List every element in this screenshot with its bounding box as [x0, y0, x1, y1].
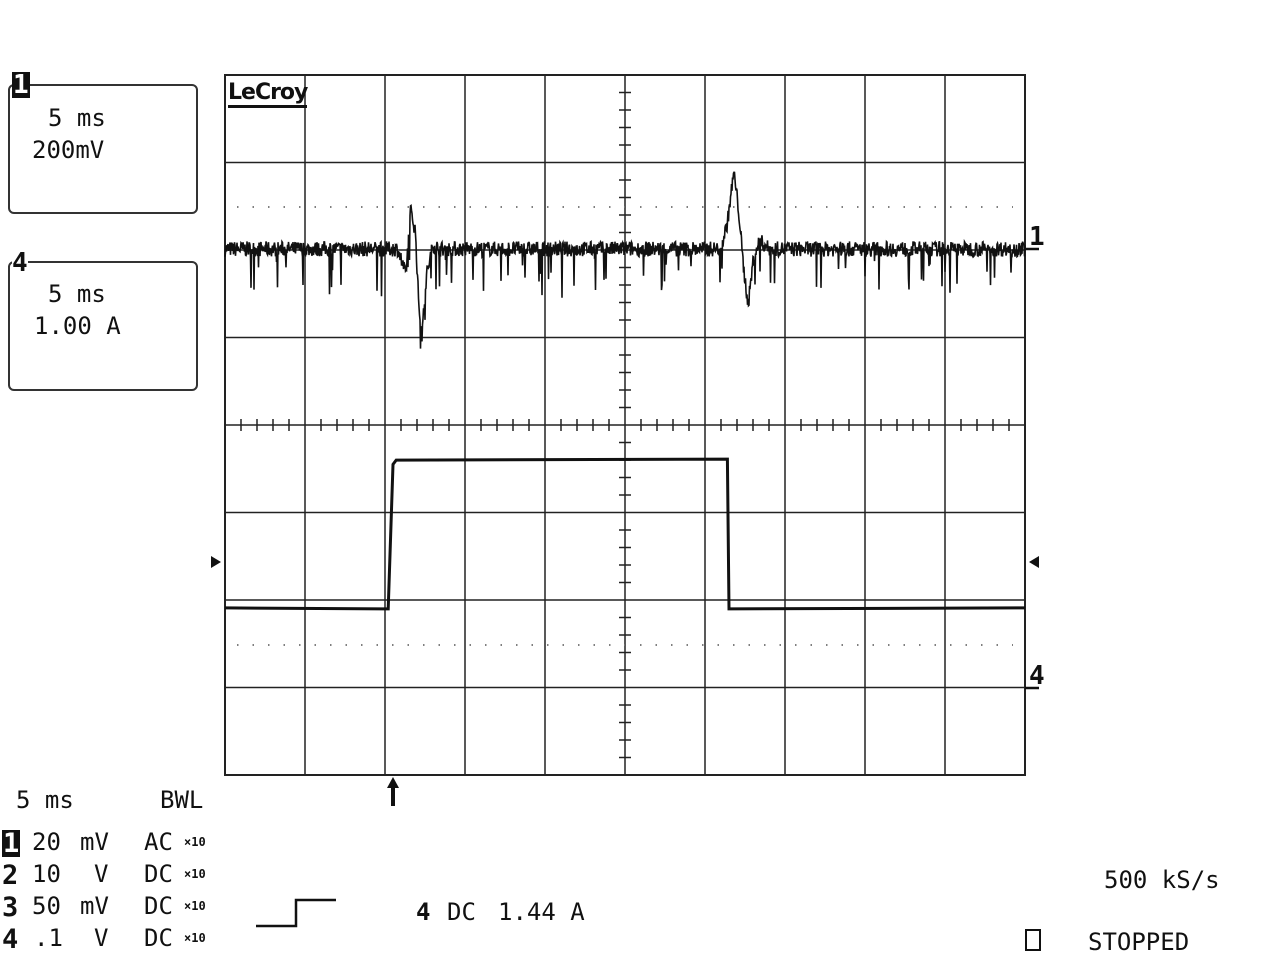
channel-unit: mV — [80, 892, 109, 920]
channel-scale: 50 — [32, 892, 61, 920]
channel-scale: 20 — [32, 828, 61, 856]
trace-box-4-channel-label: 4 — [12, 248, 28, 278]
trace-box-channel-1[interactable] — [8, 84, 198, 214]
channel-number: 3 — [2, 892, 19, 923]
channel-coupling: DC — [144, 892, 173, 920]
channel-number: 1 — [2, 828, 21, 859]
channel-scale: 10 — [32, 860, 61, 888]
channel-coupling: DC — [144, 924, 173, 952]
channel-1-marker-label: 1 — [1029, 222, 1045, 252]
trace-channel-4 — [224, 457, 1026, 611]
acquisition-status-icon — [1025, 929, 1041, 951]
channel-unit: V — [94, 860, 109, 888]
channel-unit: mV — [80, 828, 109, 856]
trace-box-channel-4[interactable] — [8, 261, 198, 391]
trigger-coupling: DC — [447, 898, 476, 926]
trace-box-1-scale: 200mV — [32, 136, 105, 164]
trace-box-1-timebase: 5 ms — [48, 104, 106, 132]
sample-rate: 500 kS/s — [1104, 866, 1220, 894]
trace-box-4-timebase: 5 ms — [48, 280, 106, 308]
trigger-level-arrow-left — [211, 556, 221, 568]
probe-attenuation: ×10 — [184, 835, 206, 849]
trigger-source: 4 — [416, 898, 431, 926]
acquisition-status: STOPPED — [1088, 928, 1190, 956]
trace-channel-1 — [224, 171, 1026, 349]
timebase-readout: 5 ms — [16, 786, 74, 814]
trace-box-1-channel-label: 1 — [12, 70, 30, 100]
channel-number: 4 — [2, 924, 19, 955]
probe-attenuation: ×10 — [184, 867, 206, 881]
channel-coupling: AC — [144, 828, 173, 856]
lecroy-logo: LeCroy — [228, 80, 308, 108]
probe-attenuation: ×10 — [184, 931, 206, 945]
trigger-level-arrow-right — [1029, 556, 1039, 568]
bandwidth-limit-indicator: BWL — [160, 786, 204, 814]
trigger-time-arrow-head — [387, 777, 399, 788]
probe-attenuation: ×10 — [184, 899, 206, 913]
channel-4-marker-label: 4 — [1029, 661, 1045, 691]
channel-scale: .1 — [34, 924, 63, 952]
channel-coupling: DC — [144, 860, 173, 888]
trigger-level: 1.44 A — [498, 898, 585, 926]
trace-box-4-scale: 1.00 A — [34, 312, 121, 340]
channel-number: 2 — [2, 860, 19, 891]
channel-unit: V — [94, 924, 109, 952]
